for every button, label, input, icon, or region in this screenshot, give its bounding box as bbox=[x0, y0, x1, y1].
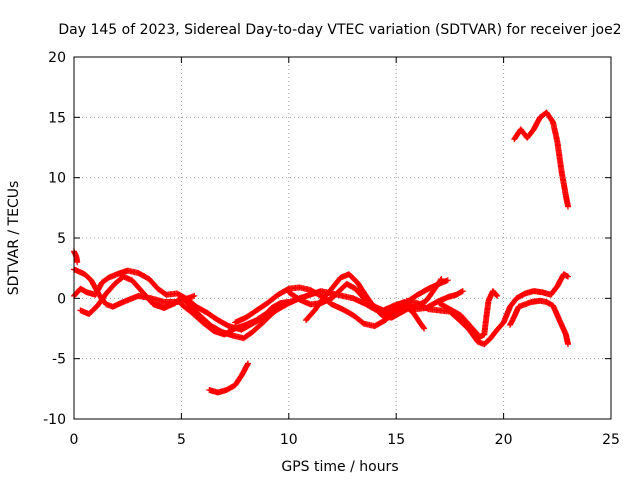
x-axis-label: GPS time / hours bbox=[281, 459, 398, 475]
x-tick-label: 5 bbox=[177, 432, 186, 448]
series-track-i bbox=[436, 288, 501, 340]
grid-lines bbox=[74, 57, 611, 419]
y-tick-label: 15 bbox=[48, 110, 66, 126]
series-markers bbox=[436, 288, 501, 340]
plot-frame bbox=[73, 56, 612, 420]
y-tick-label: 5 bbox=[57, 231, 66, 247]
y-tick-label: 10 bbox=[48, 171, 66, 187]
y-tick-label: -10 bbox=[43, 412, 66, 428]
y-tick-label: 20 bbox=[48, 50, 66, 66]
series-track-h bbox=[403, 271, 571, 348]
x-tick-label: 0 bbox=[70, 432, 79, 448]
series-track-l bbox=[206, 360, 251, 396]
series-markers bbox=[507, 297, 571, 348]
x-tick-label: 15 bbox=[387, 432, 405, 448]
series-track-m bbox=[71, 248, 81, 266]
y-axis-label: SDTVAR / TECUs bbox=[6, 181, 22, 296]
chart-title: Day 145 of 2023, Sidereal Day-to-day VTE… bbox=[58, 22, 621, 38]
series-markers bbox=[232, 277, 451, 330]
series-markers bbox=[403, 271, 571, 348]
series-markers bbox=[303, 271, 445, 324]
x-tick-label: 20 bbox=[495, 432, 513, 448]
series-track-k bbox=[511, 109, 571, 210]
series-track-j bbox=[507, 297, 571, 348]
series-track-g bbox=[303, 271, 445, 324]
x-tick-label: 25 bbox=[602, 432, 620, 448]
y-tick-label: 0 bbox=[57, 291, 66, 307]
series-track-e bbox=[232, 277, 451, 330]
series-markers bbox=[511, 109, 571, 210]
series-markers bbox=[71, 248, 81, 266]
y-tick-labels: -10 -5 0 5 10 15 20 bbox=[43, 50, 66, 428]
x-tick-label: 10 bbox=[280, 432, 298, 448]
y-tick-label: -5 bbox=[52, 352, 66, 368]
data-series bbox=[71, 109, 571, 396]
x-tick-labels: 0 5 10 15 20 25 bbox=[70, 432, 620, 448]
series-markers bbox=[206, 360, 251, 396]
